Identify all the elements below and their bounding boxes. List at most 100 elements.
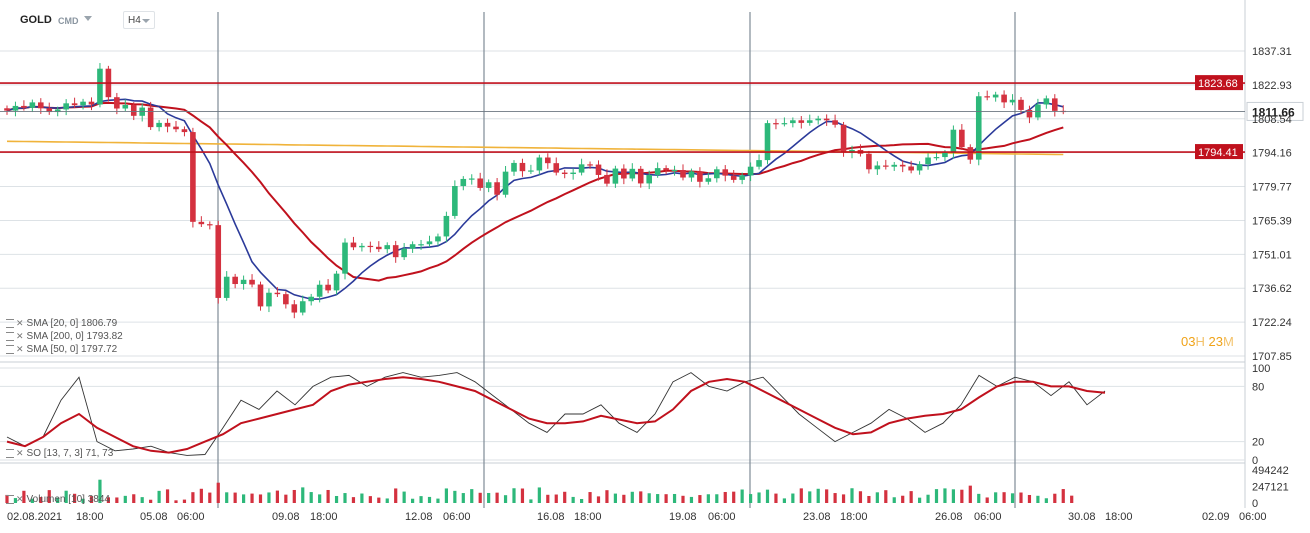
volume-bar bbox=[580, 498, 584, 503]
candle-bullish bbox=[874, 165, 881, 170]
settings-icon[interactable] bbox=[6, 494, 14, 504]
volume-bar bbox=[689, 496, 694, 503]
instrument-dropdown-icon[interactable] bbox=[84, 16, 92, 21]
volume-bar bbox=[64, 490, 68, 503]
candle-bullish bbox=[359, 245, 365, 248]
instrument-type-label[interactable]: CMD bbox=[58, 16, 79, 26]
volume-bar bbox=[672, 493, 677, 503]
volume-bar bbox=[503, 495, 508, 503]
candle-bearish bbox=[595, 164, 602, 175]
volume-bar bbox=[495, 492, 499, 503]
legend-volume-text: Volumen [10] 3844 bbox=[26, 494, 110, 505]
volume-bar bbox=[605, 490, 609, 503]
candle-bearish bbox=[494, 182, 500, 195]
volume-bar bbox=[1002, 492, 1006, 503]
volume-bar bbox=[250, 493, 254, 503]
candle-bearish bbox=[71, 103, 78, 106]
volume-bar bbox=[664, 494, 668, 503]
volume-bar bbox=[571, 496, 575, 503]
candle-bullish bbox=[815, 118, 821, 121]
candle-bullish bbox=[240, 279, 247, 285]
candle-bearish bbox=[519, 162, 526, 172]
settings-icon[interactable] bbox=[6, 318, 14, 328]
time-tick-label: 18:00 bbox=[574, 511, 602, 523]
candle-bullish bbox=[671, 169, 678, 172]
close-icon[interactable]: ✕ bbox=[16, 344, 24, 354]
settings-icon[interactable] bbox=[6, 344, 14, 354]
candle-bearish bbox=[1052, 98, 1058, 111]
volume-bar bbox=[351, 497, 356, 503]
timeframe-select[interactable]: H4 bbox=[123, 11, 155, 29]
candle-bullish bbox=[891, 164, 898, 167]
candle-bearish bbox=[46, 108, 53, 113]
volume-bar bbox=[706, 494, 710, 503]
volume-bar bbox=[208, 492, 212, 503]
price-tick-label: 1837.31 bbox=[1252, 46, 1292, 58]
level-label: 1823.68 bbox=[1198, 78, 1238, 90]
candle-bearish bbox=[984, 96, 990, 98]
time-tick-label: 06:00 bbox=[708, 511, 736, 523]
candle-bullish bbox=[570, 172, 576, 175]
close-icon[interactable]: ✕ bbox=[16, 318, 24, 328]
volume-bar bbox=[901, 495, 905, 503]
volume-bar bbox=[89, 496, 94, 503]
volume-bar bbox=[740, 489, 744, 503]
price-tick-label: 1794.16 bbox=[1252, 148, 1292, 160]
time-tick-label: 02.09 bbox=[1202, 511, 1230, 523]
candle-bullish bbox=[806, 120, 813, 123]
price-tick-label: 1751.01 bbox=[1252, 249, 1292, 261]
volume-bar bbox=[994, 492, 998, 503]
candle-bullish bbox=[1043, 98, 1050, 105]
volume-bar bbox=[284, 494, 288, 503]
chevron-down-icon bbox=[142, 19, 150, 23]
time-tick-label: 16.08 bbox=[537, 511, 565, 523]
volume-bar bbox=[309, 492, 313, 503]
time-tick-label: 18:00 bbox=[310, 511, 338, 523]
candle-bullish bbox=[460, 178, 467, 187]
legend-so[interactable]: ✕ SO [13, 7, 3] 71, 73 bbox=[6, 448, 113, 459]
candle-bullish bbox=[790, 120, 796, 124]
volume-bar bbox=[22, 490, 26, 503]
candle-bearish bbox=[823, 118, 830, 121]
legend-sma200[interactable]: ✕ SMA [200, 0] 1793.82 bbox=[6, 331, 123, 342]
time-tick-label: 23.08 bbox=[803, 511, 831, 523]
volume-bar bbox=[216, 482, 220, 503]
candle-bullish bbox=[933, 157, 940, 159]
settings-icon[interactable] bbox=[6, 331, 14, 341]
candle-bearish bbox=[232, 276, 238, 285]
candle-bullish bbox=[688, 171, 695, 178]
candle-bearish bbox=[621, 168, 627, 179]
time-tick-label: 06:00 bbox=[177, 511, 205, 523]
horizontal-levels: 1823.68 1794.41 1811.66 bbox=[0, 75, 1304, 160]
level-label: 1794.41 bbox=[1198, 147, 1238, 159]
volume-bar bbox=[977, 493, 981, 503]
volume-bar bbox=[841, 494, 846, 503]
candle-bearish bbox=[198, 221, 205, 225]
legend-sma20[interactable]: ✕ SMA [20, 0] 1806.79 bbox=[6, 318, 117, 329]
axes-labels: 1837.31 1822.93 1808.54 1794.16 1779.77 1765.… bbox=[7, 46, 1292, 523]
close-icon[interactable]: ✕ bbox=[16, 331, 24, 341]
volume-bar bbox=[174, 500, 178, 503]
volume-bar bbox=[892, 497, 896, 503]
legend-sma200-text: SMA [200, 0] 1793.82 bbox=[26, 331, 123, 342]
candle-bearish bbox=[190, 132, 196, 222]
candle-bullish bbox=[342, 242, 348, 274]
candle-bearish bbox=[959, 129, 965, 148]
volume-bar bbox=[487, 492, 491, 503]
volume-bar bbox=[563, 491, 567, 503]
volume-bar bbox=[723, 491, 727, 503]
close-icon[interactable]: ✕ bbox=[16, 448, 24, 458]
volume-bar bbox=[985, 497, 989, 503]
close-icon[interactable]: ✕ bbox=[16, 494, 24, 504]
time-tick-label: 06:00 bbox=[1239, 511, 1267, 523]
legend-volume[interactable]: ✕ Volumen [10] 3844 bbox=[6, 494, 110, 505]
volume-bar bbox=[698, 495, 702, 503]
volume-bar bbox=[233, 492, 237, 503]
candle-bearish bbox=[274, 292, 281, 295]
candle-bearish bbox=[477, 178, 483, 188]
volume-bar bbox=[436, 498, 440, 503]
legend-sma50[interactable]: ✕ SMA [50, 0] 1797.72 bbox=[6, 344, 117, 355]
time-tick-label: 06:00 bbox=[974, 511, 1002, 523]
settings-icon[interactable] bbox=[6, 448, 14, 458]
